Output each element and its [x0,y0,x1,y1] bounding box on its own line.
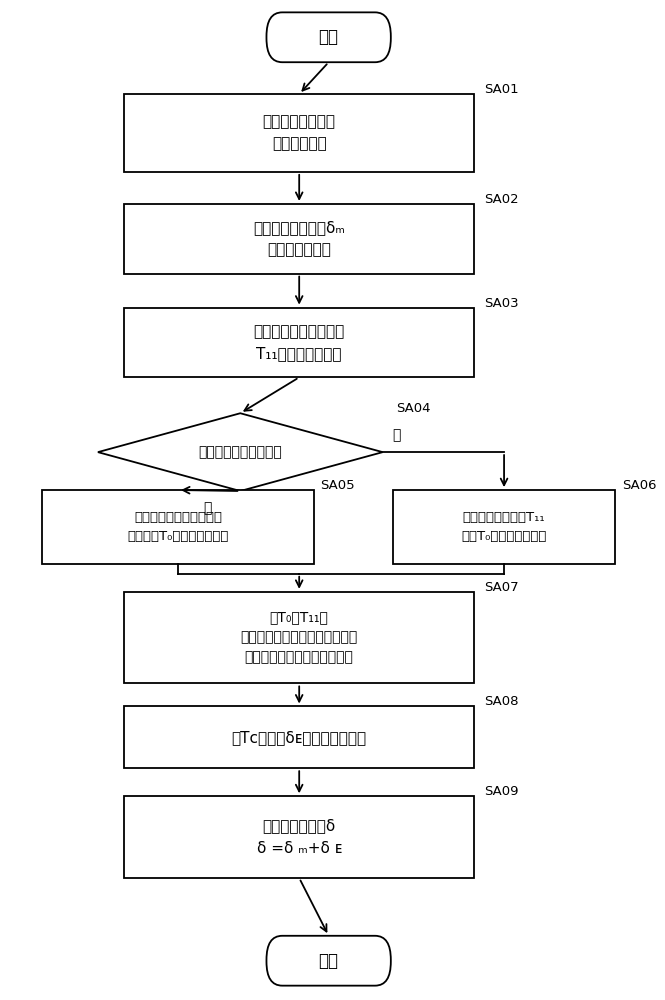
Text: 将柱体的检测温度T₁₁
作为T₀而存储到存储器: 将柱体的检测温度T₁₁ 作为T₀而存储到存储器 [462,511,547,543]
Text: 检测各部的温度并
存储到存储器: 检测各部的温度并 存储到存储器 [263,114,336,152]
FancyBboxPatch shape [267,936,391,986]
Text: 根据运转动作计算δₘ
并存储到存储器: 根据运转动作计算δₘ 并存储到存储器 [253,220,345,257]
Text: 计算总热位移量δ
δ =δ ₘ+δ ᴇ: 计算总热位移量δ δ =δ ₘ+δ ᴇ [257,818,342,856]
Text: 是: 是 [203,501,211,515]
Text: SA06: SA06 [622,479,656,492]
Text: SA09: SA09 [484,785,519,798]
Bar [43,490,314,564]
Bar [124,796,474,878]
Text: SA05: SA05 [321,479,355,492]
Text: 排出冷却剂的过程中？: 排出冷却剂的过程中？ [198,445,282,459]
Text: SA03: SA03 [484,297,519,310]
Bar [124,592,474,683]
Text: SA04: SA04 [396,402,430,415]
Text: SA08: SA08 [484,695,519,708]
Polygon shape [98,413,382,491]
Bar [124,308,474,377]
Text: 将冷却剂的检测温度作为
边界温度T₀而存储到存储器: 将冷却剂的检测温度作为 边界温度T₀而存储到存储器 [128,511,229,543]
Text: SA02: SA02 [484,193,519,206]
Text: 开始: 开始 [319,28,338,46]
Bar [124,94,474,172]
Bar [124,706,474,768]
Text: 使Tᴄ计算出δᴇ并存储到存储器: 使Tᴄ计算出δᴇ并存储到存储器 [231,730,367,745]
Text: 结束: 结束 [319,952,338,970]
Bar [393,490,615,564]
Bar [124,204,474,274]
Text: 将柱体的检测温度作为
T₁₁而存储到存储器: 将柱体的检测温度作为 T₁₁而存储到存储器 [253,324,345,361]
FancyBboxPatch shape [267,12,391,62]
Text: SA01: SA01 [484,83,519,96]
Text: 使T₀和T₁₁，
将柱体的检测温度修正为其时间
常数与热位移的时间常数一致: 使T₀和T₁₁， 将柱体的检测温度修正为其时间 常数与热位移的时间常数一致 [241,611,358,665]
Text: SA07: SA07 [484,581,519,594]
Text: 否: 否 [392,428,401,442]
